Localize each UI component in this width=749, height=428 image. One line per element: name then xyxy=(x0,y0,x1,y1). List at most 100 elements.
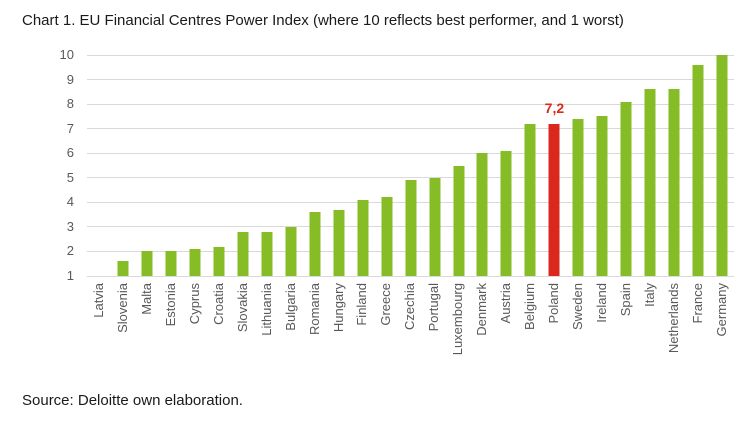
bar-slot-greece xyxy=(375,55,399,276)
y-axis-tick-label-5: 5 xyxy=(66,169,74,185)
bar-estonia xyxy=(165,251,177,276)
bar-slot-spain xyxy=(614,55,638,276)
gridline-8 xyxy=(87,103,734,105)
bar-slot-romania xyxy=(303,55,327,276)
bar-slot-portugal xyxy=(423,55,447,276)
y-axis-tick-label-3: 3 xyxy=(66,218,74,234)
x-axis-label-bulgaria: Bulgaria xyxy=(282,283,298,331)
bar-slot-belgium xyxy=(518,55,542,276)
x-slot-czechia: Czechia xyxy=(399,283,423,383)
x-axis-label-ireland: Ireland xyxy=(594,283,610,323)
x-axis-label-croatia: Croatia xyxy=(210,283,226,325)
x-slot-germany: Germany xyxy=(710,283,734,383)
x-slot-malta: Malta xyxy=(135,283,159,383)
bar-slot-hungary xyxy=(327,55,351,276)
bar-slovakia xyxy=(237,231,249,276)
x-slot-belgium: Belgium xyxy=(518,283,542,383)
bar-germany xyxy=(716,55,728,276)
bar-slovenia xyxy=(117,261,129,276)
x-slot-spain: Spain xyxy=(614,283,638,383)
bar-slot-finland xyxy=(351,55,375,276)
bar-poland xyxy=(548,123,560,276)
bar-slot-germany xyxy=(710,55,734,276)
x-axis-label-finland: Finland xyxy=(354,283,370,326)
bar-france xyxy=(692,64,704,276)
x-axis-label-denmark: Denmark xyxy=(474,283,490,336)
x-slot-slovakia: Slovakia xyxy=(231,283,255,383)
x-slot-luxembourg: Luxembourg xyxy=(447,283,471,383)
x-axis-label-malta: Malta xyxy=(138,283,154,315)
x-axis-label-estonia: Estonia xyxy=(162,283,178,327)
x-axis-label-slovakia: Slovakia xyxy=(234,283,250,333)
bar-slot-czechia xyxy=(399,55,423,276)
x-axis-label-spain: Spain xyxy=(618,283,634,317)
x-axis-label-germany: Germany xyxy=(714,283,730,337)
x-slot-ireland: Ireland xyxy=(590,283,614,383)
bar-austria xyxy=(500,150,512,276)
x-axis-label-lithuania: Lithuania xyxy=(258,283,274,336)
plot-area: 7,2 xyxy=(87,54,734,277)
gridline-5 xyxy=(87,177,734,179)
bar-spain xyxy=(620,101,632,276)
x-axis-label-belgium: Belgium xyxy=(522,283,538,330)
x-axis-label-italy: Italy xyxy=(642,283,658,307)
x-axis: Latvia Slovenia Malta Estonia Cyprus Croatia S… xyxy=(87,283,734,383)
x-slot-romania: Romania xyxy=(303,283,327,383)
y-axis: 1 2 3 4 5 6 7 8 9 10 xyxy=(0,47,74,283)
bar-czechia xyxy=(405,180,417,276)
x-slot-latvia: Latvia xyxy=(87,283,111,383)
bar-bulgaria xyxy=(285,226,297,276)
bar-greece xyxy=(381,197,393,276)
bar-cyprus xyxy=(189,249,201,276)
bar-italy xyxy=(644,89,656,276)
x-axis-label-slovenia: Slovenia xyxy=(114,283,130,333)
gridline-6 xyxy=(87,152,734,154)
bar-slot-luxembourg xyxy=(447,55,471,276)
x-slot-italy: Italy xyxy=(638,283,662,383)
bar-slot-lithuania xyxy=(255,55,279,276)
bar-ireland xyxy=(596,116,608,276)
bar-malta xyxy=(141,251,153,276)
bar-series: 7,2 xyxy=(87,55,734,276)
x-axis-label-sweden: Sweden xyxy=(570,283,586,330)
x-slot-netherlands: Netherlands xyxy=(662,283,686,383)
x-slot-denmark: Denmark xyxy=(471,283,495,383)
bar-slot-ireland xyxy=(590,55,614,276)
bar-slot-poland: 7,2 xyxy=(542,55,566,276)
y-axis-tick-label-7: 7 xyxy=(66,120,74,136)
gridline-7 xyxy=(87,128,734,130)
x-axis-label-greece: Greece xyxy=(378,283,394,326)
x-axis-label-austria: Austria xyxy=(498,283,514,324)
y-axis-tick-label-1: 1 xyxy=(66,268,74,283)
x-axis-label-latvia: Latvia xyxy=(90,283,106,318)
gridline-10 xyxy=(87,54,734,56)
bar-slot-croatia xyxy=(207,55,231,276)
y-axis-tick-label-10: 10 xyxy=(59,47,74,62)
x-slot-finland: Finland xyxy=(351,283,375,383)
bar-romania xyxy=(309,212,321,276)
y-axis-tick-label-8: 8 xyxy=(66,96,74,112)
bar-belgium xyxy=(524,123,536,276)
bar-slot-malta xyxy=(135,55,159,276)
x-axis-label-portugal: Portugal xyxy=(426,283,442,332)
bar-denmark xyxy=(476,153,488,276)
bar-slot-latvia xyxy=(87,55,111,276)
x-axis-label-luxembourg: Luxembourg xyxy=(450,283,466,356)
x-slot-croatia: Croatia xyxy=(207,283,231,383)
gridline-9 xyxy=(87,79,734,81)
bar-hungary xyxy=(333,209,345,276)
source-note: Source: Deloitte own elaboration. xyxy=(22,392,243,409)
bar-lithuania xyxy=(261,231,273,276)
bar-slot-estonia xyxy=(159,55,183,276)
x-axis-label-poland: Poland xyxy=(546,283,562,324)
bar-value-label-poland: 7,2 xyxy=(544,99,565,116)
y-axis-tick-label-9: 9 xyxy=(66,71,74,87)
x-slot-cyprus: Cyprus xyxy=(183,283,207,383)
bar-slot-france xyxy=(686,55,710,276)
x-axis-label-romania: Romania xyxy=(306,283,322,336)
bar-slot-denmark xyxy=(471,55,495,276)
bar-croatia xyxy=(213,246,225,276)
x-slot-greece: Greece xyxy=(375,283,399,383)
y-axis-tick-label-2: 2 xyxy=(66,243,74,259)
